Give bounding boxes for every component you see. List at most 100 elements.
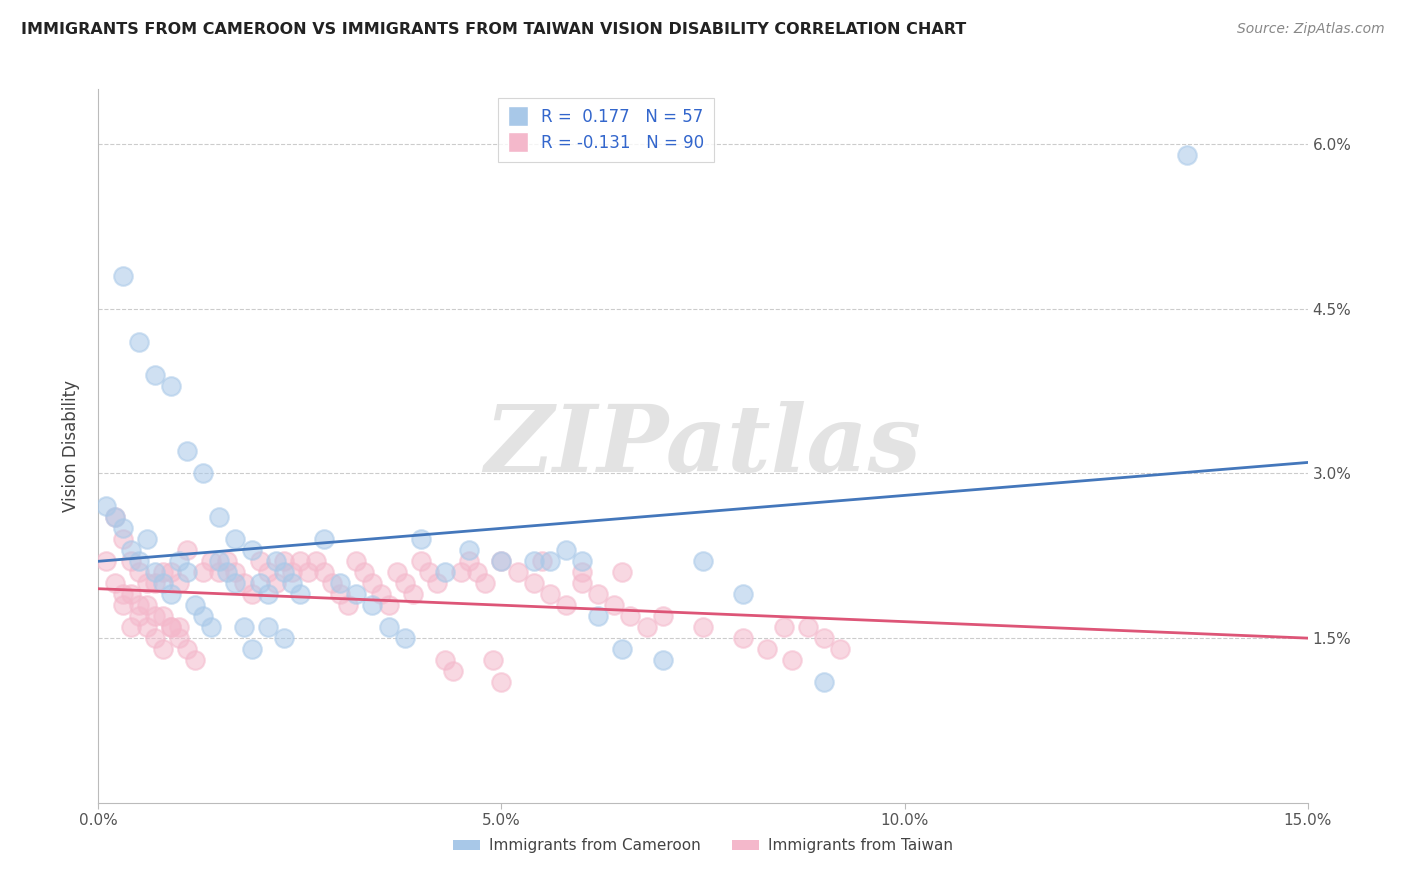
- Point: [813, 675, 835, 690]
- Point: [143, 631, 166, 645]
- Point: [288, 554, 311, 568]
- Point: [96, 554, 118, 568]
- Point: [128, 334, 150, 349]
- Point: [111, 587, 134, 601]
- Legend: Immigrants from Cameroon, Immigrants from Taiwan: Immigrants from Cameroon, Immigrants fro…: [447, 832, 959, 859]
- Point: [344, 587, 367, 601]
- Point: [184, 653, 207, 667]
- Point: [733, 631, 755, 645]
- Point: [264, 554, 287, 568]
- Point: [111, 598, 134, 612]
- Point: [571, 566, 593, 580]
- Point: [361, 598, 384, 612]
- Point: [240, 642, 263, 657]
- Point: [176, 543, 198, 558]
- Point: [232, 620, 254, 634]
- Point: [176, 444, 198, 458]
- Point: [314, 533, 336, 547]
- Point: [523, 554, 546, 568]
- Point: [465, 566, 488, 580]
- Point: [377, 620, 399, 634]
- Point: [135, 533, 157, 547]
- Point: [297, 566, 319, 580]
- Point: [538, 554, 561, 568]
- Point: [402, 587, 425, 601]
- Point: [458, 543, 481, 558]
- Point: [344, 554, 367, 568]
- Point: [167, 631, 190, 645]
- Point: [491, 554, 513, 568]
- Point: [184, 598, 207, 612]
- Point: [636, 620, 658, 634]
- Point: [450, 566, 472, 580]
- Point: [135, 576, 157, 591]
- Point: [160, 587, 183, 601]
- Point: [329, 587, 352, 601]
- Point: [217, 554, 239, 568]
- Point: [603, 598, 626, 612]
- Point: [828, 642, 851, 657]
- Point: [1175, 148, 1198, 162]
- Point: [474, 576, 496, 591]
- Point: [193, 609, 215, 624]
- Point: [96, 500, 118, 514]
- Point: [482, 653, 505, 667]
- Point: [491, 554, 513, 568]
- Point: [353, 566, 375, 580]
- Point: [780, 653, 803, 667]
- Point: [256, 587, 278, 601]
- Point: [111, 521, 134, 535]
- Point: [135, 598, 157, 612]
- Point: [409, 554, 432, 568]
- Point: [321, 576, 343, 591]
- Point: [385, 566, 408, 580]
- Point: [586, 609, 609, 624]
- Point: [370, 587, 392, 601]
- Point: [394, 576, 416, 591]
- Text: Source: ZipAtlas.com: Source: ZipAtlas.com: [1237, 22, 1385, 37]
- Point: [103, 576, 125, 591]
- Point: [256, 566, 278, 580]
- Point: [458, 554, 481, 568]
- Point: [217, 566, 239, 580]
- Point: [612, 642, 634, 657]
- Point: [176, 642, 198, 657]
- Point: [612, 566, 634, 580]
- Point: [273, 631, 295, 645]
- Point: [305, 554, 328, 568]
- Point: [224, 576, 246, 591]
- Point: [409, 533, 432, 547]
- Point: [434, 566, 457, 580]
- Point: [128, 566, 150, 580]
- Y-axis label: Vision Disability: Vision Disability: [62, 380, 80, 512]
- Point: [128, 598, 150, 612]
- Point: [434, 653, 457, 667]
- Point: [160, 378, 183, 392]
- Point: [160, 566, 183, 580]
- Point: [288, 587, 311, 601]
- Point: [273, 554, 295, 568]
- Point: [193, 467, 215, 481]
- Point: [200, 620, 222, 634]
- Point: [813, 631, 835, 645]
- Point: [176, 566, 198, 580]
- Point: [240, 587, 263, 601]
- Point: [152, 609, 174, 624]
- Point: [143, 609, 166, 624]
- Point: [128, 554, 150, 568]
- Point: [111, 533, 134, 547]
- Point: [120, 620, 142, 634]
- Point: [224, 533, 246, 547]
- Point: [651, 609, 673, 624]
- Point: [314, 566, 336, 580]
- Point: [571, 576, 593, 591]
- Point: [143, 566, 166, 580]
- Point: [506, 566, 529, 580]
- Point: [167, 576, 190, 591]
- Point: [232, 576, 254, 591]
- Point: [208, 510, 231, 524]
- Point: [281, 576, 304, 591]
- Point: [249, 576, 271, 591]
- Point: [692, 554, 714, 568]
- Text: IMMIGRANTS FROM CAMEROON VS IMMIGRANTS FROM TAIWAN VISION DISABILITY CORRELATION: IMMIGRANTS FROM CAMEROON VS IMMIGRANTS F…: [21, 22, 966, 37]
